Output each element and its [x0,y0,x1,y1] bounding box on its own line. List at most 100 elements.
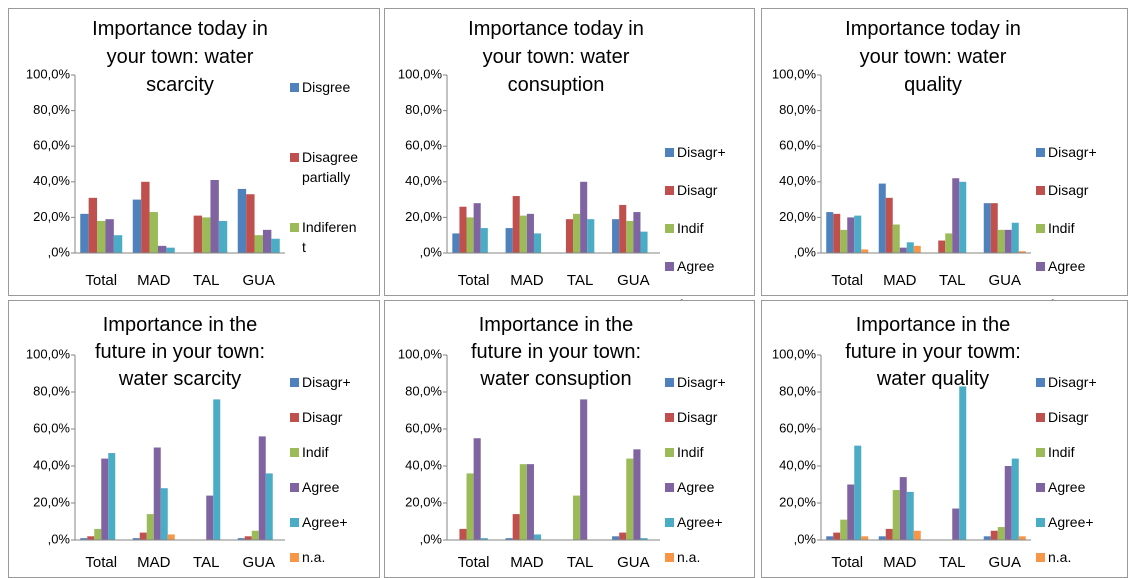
y-tick-label: 20,0% [33,494,70,509]
bar [237,188,247,253]
legend-swatch [290,448,299,457]
bar [826,536,834,540]
bar [913,530,921,540]
bar [108,453,116,540]
y-tick-label: ,0% [420,531,443,546]
y-tick-label: 40,0% [405,173,442,188]
bar [141,181,150,253]
chart-title: Importance in the future in your town: wat… [471,314,641,390]
bar [526,464,534,540]
legend-label: Disagr+ [677,144,726,160]
bar [913,245,921,253]
bar [533,534,542,540]
bar [88,197,98,253]
bar [899,477,907,540]
bar [1004,466,1012,540]
bar [573,213,581,253]
bar [612,536,620,540]
bar [519,464,527,540]
bar [505,228,513,253]
y-tick-label: 100,0% [26,66,71,81]
legend-label: Agree [677,258,715,274]
y-tick-label: ,0% [48,244,71,259]
legend-label: Agree [1048,258,1086,274]
bar [473,438,481,540]
bar [466,217,474,253]
bar [505,538,513,540]
bar [626,458,634,540]
bar [466,473,474,540]
bar [193,215,203,253]
x-tick-label: Total [458,554,490,571]
legend-swatch [1036,413,1045,422]
bar [246,194,255,253]
legend-swatch [665,483,674,492]
chart-panel: Importance in the future in your town: wat… [384,300,755,578]
y-tick-label: 100,0% [772,66,817,81]
bar [619,532,627,540]
y-tick-label: 80,0% [33,383,70,398]
y-tick-label: ,0% [420,244,443,259]
x-tick-label: MAD [883,554,917,571]
bar [587,219,595,253]
bar [959,386,967,540]
legend-swatch [1036,262,1045,271]
bar [580,181,588,253]
y-tick-label: 60,0% [405,420,442,435]
legend-label: Disagr+ [677,374,726,390]
chart-panel: Importance today in your town: water scarc… [8,8,380,296]
x-tick-label: Total [85,554,117,571]
x-tick-label: GUA [242,554,275,571]
legend-swatch [665,553,674,562]
bar [565,219,574,253]
bar [254,235,263,253]
bar [519,215,527,253]
y-tick-label: 80,0% [405,102,442,117]
bar [244,536,252,540]
chart-title: Importance in the future in your town: wat… [95,314,265,390]
bar [626,220,634,253]
x-tick-label: TAL [939,272,965,289]
y-tick-label: 100,0% [398,346,443,361]
x-tick-label: TAL [939,554,965,571]
y-tick-label: 100,0% [398,66,443,81]
y-tick-label: 80,0% [405,383,442,398]
bar [153,447,161,540]
legend-swatch [290,518,299,527]
chart-panel: Importance today in your town: water consu… [384,8,755,350]
bar [997,527,1005,540]
bar [892,490,900,540]
x-tick-label: Total [831,272,863,289]
legend-label: n.a. [302,549,325,565]
legend-label: Indif [677,220,704,236]
y-tick-label: 60,0% [33,138,70,153]
y-tick-label: ,0% [794,531,817,546]
bar [938,240,946,253]
chart-panel: Importance today in your town: water quali… [761,8,1128,350]
bar [526,213,534,253]
chart-title: Importance today in your town: water scarc… [92,18,268,96]
x-tick-label: MAD [137,554,171,571]
legend-swatch [290,223,299,232]
y-tick-label: 20,0% [779,494,816,509]
bar [878,183,886,253]
x-tick-label: MAD [510,272,544,289]
bar [113,235,123,253]
bar [166,247,175,253]
bar [202,217,211,253]
legend-swatch [1036,518,1045,527]
bar [251,530,259,540]
x-tick-label: GUA [988,272,1021,289]
y-tick-label: ,0% [794,244,817,259]
bar [906,242,914,253]
legend-label: Disagr+ [302,374,351,390]
legend-label: Indif [1048,220,1075,236]
legend-label: Disagr [1048,409,1089,425]
legend-swatch [1036,224,1045,233]
bar [640,231,648,253]
x-tick-label: GUA [988,554,1021,571]
bar [640,538,648,540]
x-tick-label: GUA [617,272,650,289]
bar [633,212,641,253]
bar [80,538,88,540]
